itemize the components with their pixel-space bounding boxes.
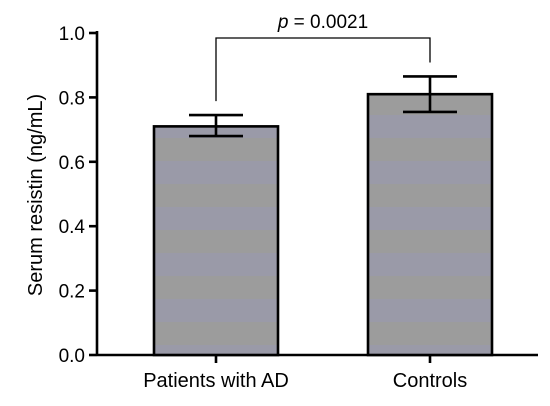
bars (152, 92, 494, 357)
y-tick-label: 0.0 (59, 346, 85, 367)
y-axis-label: Serum resistin (ng/mL) (25, 94, 47, 296)
bar (368, 94, 492, 356)
p-value-italic: p (277, 12, 289, 33)
significance-annotation: p = 0.0021 (215, 12, 431, 102)
y-tick-label: 1.0 (59, 24, 85, 45)
error-bars (189, 75, 457, 138)
y-tick-label: 0.2 (59, 282, 85, 303)
x-tick-label: Controls (393, 370, 467, 392)
p-value-text: = 0.0021 (288, 12, 368, 33)
p-value-label: p = 0.0021 (277, 12, 368, 33)
x-tick-label: Patients with AD (143, 370, 289, 392)
bar (154, 126, 278, 355)
y-tick-label: 0.8 (59, 88, 85, 109)
significance-bracket (215, 37, 431, 102)
y-tick-label: 0.6 (59, 153, 85, 174)
y-tick-label: 0.4 (59, 217, 86, 238)
